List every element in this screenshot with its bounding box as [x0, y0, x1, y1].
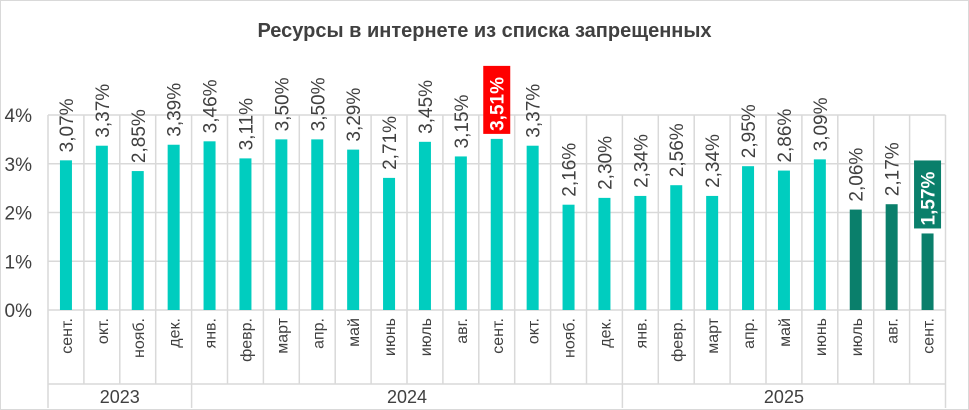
- bar: [885, 204, 898, 310]
- data-label: 3,09%: [811, 97, 832, 151]
- x-tick-label: июль: [418, 318, 435, 356]
- x-tick-label: май: [346, 318, 363, 347]
- x-tick-label: сент.: [490, 318, 507, 354]
- data-label: 2,86%: [775, 109, 796, 163]
- bar: [275, 139, 288, 310]
- bar: [454, 156, 467, 310]
- data-label: 2,06%: [847, 148, 868, 202]
- bar: [383, 177, 396, 310]
- x-tick-label: окт.: [95, 318, 112, 344]
- data-label: 3,50%: [308, 77, 329, 131]
- x-tick-label: дек.: [597, 318, 614, 348]
- bar: [598, 197, 611, 310]
- x-tick-label: март: [274, 317, 291, 353]
- x-tick-label: май: [777, 318, 794, 347]
- bar: [634, 195, 647, 310]
- x-tick-label: июль: [849, 318, 866, 356]
- x-tick-label: янв.: [633, 318, 650, 348]
- y-tick-label: 3%: [5, 155, 33, 176]
- year-label: 2023: [100, 387, 140, 407]
- x-tick-label: март: [705, 317, 722, 353]
- x-tick-label: апр.: [741, 318, 758, 349]
- data-label: 3,46%: [201, 79, 222, 133]
- x-tick-label: февр.: [669, 318, 686, 362]
- bar: [490, 138, 503, 310]
- data-label: 2,34%: [703, 134, 724, 188]
- bar: [921, 233, 934, 310]
- x-tick-label: июнь: [813, 318, 830, 356]
- data-label: 3,51%: [488, 77, 509, 131]
- data-label: 3,07%: [57, 98, 78, 152]
- bar: [777, 170, 790, 310]
- data-label-highlight-box: [483, 65, 511, 134]
- bar: [418, 141, 431, 310]
- bar: [347, 149, 360, 310]
- y-tick-label: 2%: [5, 204, 33, 225]
- x-tick-label: нояб.: [562, 318, 579, 358]
- x-tick-label: авг.: [454, 318, 471, 344]
- bar: [311, 139, 324, 310]
- data-label: 1,57%: [919, 171, 940, 225]
- data-label: 2,16%: [560, 143, 581, 197]
- year-label: 2025: [764, 387, 804, 407]
- x-tick-label: сент.: [921, 318, 938, 354]
- year-label: 2024: [387, 387, 427, 407]
- chart-title: Ресурсы в интернете из списка запрещенны…: [257, 20, 712, 42]
- data-label: 2,95%: [739, 104, 760, 158]
- x-tick-label: нояб.: [131, 318, 148, 358]
- data-label: 3,45%: [416, 80, 437, 134]
- bar: [813, 159, 826, 310]
- data-label: 3,11%: [236, 98, 257, 151]
- bar: [59, 160, 72, 310]
- y-tick-label: 0%: [5, 301, 33, 322]
- x-tick-label: янв.: [203, 318, 220, 348]
- data-label: 3,37%: [524, 84, 545, 138]
- x-tick-label: авг.: [885, 318, 902, 344]
- y-tick-label: 1%: [5, 252, 33, 273]
- x-tick-label: окт.: [526, 318, 543, 344]
- data-label: 3,15%: [452, 94, 473, 148]
- bar: [849, 209, 862, 310]
- x-tick-label: сент.: [59, 318, 76, 354]
- data-label: 2,30%: [595, 136, 616, 190]
- data-label: 2,56%: [667, 123, 688, 177]
- bar: [167, 144, 180, 310]
- bar: [239, 158, 252, 310]
- data-label-highlight-box: [914, 160, 942, 229]
- bar: [670, 185, 683, 310]
- data-label: 3,37%: [93, 84, 114, 138]
- bar: [203, 141, 216, 310]
- data-label: 3,39%: [165, 83, 186, 137]
- bar: [742, 166, 755, 310]
- data-label: 2,71%: [380, 116, 401, 170]
- x-tick-label: апр.: [310, 318, 327, 349]
- bar: [526, 145, 539, 310]
- data-label: 2,85%: [129, 109, 150, 163]
- x-tick-label: февр.: [238, 318, 255, 362]
- x-tick-label: дек.: [167, 318, 184, 348]
- data-label: 2,17%: [883, 142, 904, 196]
- bar: [131, 171, 144, 310]
- bar: [562, 204, 575, 310]
- x-tick-label: июнь: [382, 318, 399, 356]
- y-tick-label: 4%: [5, 106, 33, 127]
- data-label: 3,50%: [272, 77, 293, 131]
- data-label: 2,34%: [631, 134, 652, 188]
- bar: [706, 195, 719, 310]
- bar: [95, 145, 108, 310]
- data-label: 3,29%: [344, 88, 365, 142]
